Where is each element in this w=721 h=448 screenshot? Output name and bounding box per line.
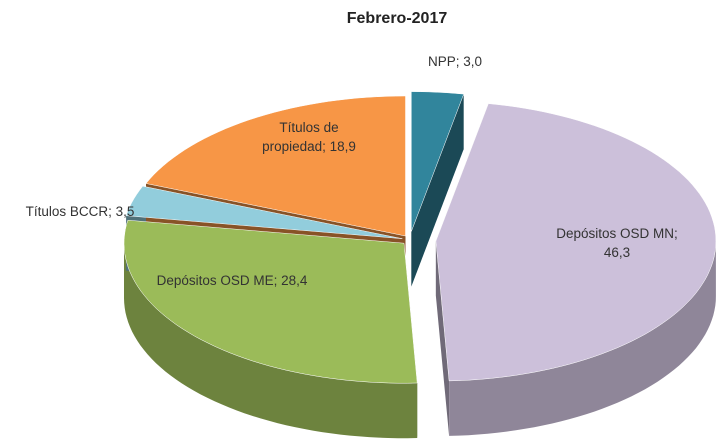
data-label: Depósitos OSD MN; 46,3 <box>547 224 687 262</box>
label-separator: ; <box>273 273 282 288</box>
label-value: 18,9 <box>329 139 356 154</box>
label-category: NPP <box>427 54 456 69</box>
label-category: Títulos BCCR <box>25 204 109 219</box>
side-wall <box>449 241 716 436</box>
label-category: Depósitos OSD MN <box>556 226 675 241</box>
label-value: 3,5 <box>115 204 135 219</box>
pie-slice <box>123 219 418 384</box>
label-value: 3,0 <box>463 54 483 69</box>
pie-slice <box>125 185 403 239</box>
data-label: NPP; 3,0 <box>400 52 510 71</box>
pie-slice <box>435 103 717 382</box>
side-wall <box>411 94 464 287</box>
chart-title: Febrero-2017 <box>346 10 448 27</box>
data-label: Títulos de propiedad; 18,9 <box>254 118 364 156</box>
side-wall <box>435 241 450 436</box>
label-separator: ; <box>455 54 464 69</box>
label-value: 28,4 <box>281 273 308 288</box>
pie-slice <box>145 95 406 237</box>
side-wall <box>124 243 418 439</box>
label-separator: ; <box>108 204 116 219</box>
label-category: Títulos de propiedad <box>262 120 339 154</box>
label-value: 46,3 <box>603 245 631 260</box>
label-separator: ; <box>674 226 678 241</box>
label-category: Depósitos OSD ME <box>156 273 274 288</box>
data-label: Títulos BCCR; 3,5 <box>0 202 160 221</box>
pie-slice <box>411 91 465 232</box>
data-label: Depósitos OSD ME; 28,4 <box>147 271 317 290</box>
label-separator: ; <box>322 139 330 154</box>
